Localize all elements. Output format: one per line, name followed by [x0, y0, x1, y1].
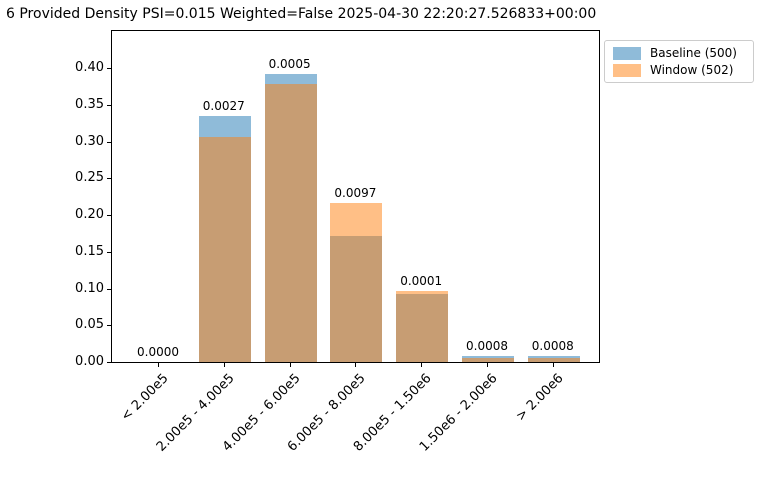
x-tick-mark — [355, 363, 357, 367]
bar-annotation: 0.0097 — [334, 186, 377, 200]
y-tick-label: 0.20 — [75, 207, 104, 223]
window-bar — [264, 84, 317, 362]
bar-annotation: 0.0001 — [400, 274, 443, 288]
window-bar — [396, 291, 449, 362]
x-tick-label: 4.00e5 - 6.00e5 — [219, 371, 304, 455]
y-tick-mark — [107, 104, 111, 106]
legend-swatch-window — [613, 63, 641, 77]
window-bar — [198, 137, 251, 362]
x-tick-mark — [421, 363, 423, 367]
chart-title: 6 Provided Density PSI=0.015 Weighted=Fa… — [6, 6, 597, 22]
y-tick-label: 0.25 — [75, 170, 104, 186]
y-tick-mark — [107, 178, 111, 180]
y-tick-mark — [107, 141, 111, 143]
bar-annotation: 0.0008 — [466, 339, 508, 353]
x-tick-mark — [158, 363, 159, 367]
y-tick-label: 0.00 — [75, 354, 104, 369]
x-tick-mark — [552, 363, 554, 367]
y-tick-mark — [107, 215, 111, 217]
window-bar — [462, 358, 514, 362]
y-tick-label: 0.30 — [75, 133, 104, 149]
legend-label: Window (502) — [650, 63, 734, 77]
y-tick-mark — [107, 251, 111, 253]
y-tick-mark — [107, 362, 111, 363]
x-tick-label: > 2.00e6 — [513, 371, 567, 425]
x-tick-mark — [223, 363, 225, 367]
bar-annotation: 0.0008 — [531, 339, 574, 353]
x-tick-label: < 2.00e5 — [118, 371, 172, 425]
legend-item: Baseline (500) — [613, 46, 745, 60]
x-tick-label: 8.00e5 - 1.50e6 — [351, 371, 435, 455]
y-tick-mark — [107, 68, 111, 70]
chart-figure: 6 Provided Density PSI=0.015 Weighted=Fa… — [6, 6, 754, 455]
bar-annotation: 0.0027 — [202, 99, 245, 113]
bar-annotation: 0.0000 — [137, 345, 179, 359]
y-tick-label: 0.15 — [75, 243, 104, 259]
plot-area — [111, 30, 600, 363]
y-tick-label: 0.10 — [75, 280, 104, 296]
x-tick-label: 6.00e5 - 8.00e5 — [285, 371, 369, 455]
x-tick-mark — [487, 363, 488, 367]
bar-annotation: 0.0005 — [268, 57, 311, 71]
x-tick-label: 1.50e6 - 2.00e6 — [416, 371, 501, 455]
legend-label: Baseline (500) — [650, 46, 737, 60]
y-tick-label: 0.40 — [75, 60, 104, 76]
y-tick-label: 0.05 — [75, 317, 104, 333]
y-tick-mark — [107, 288, 111, 290]
window-bar — [527, 358, 580, 362]
x-tick-mark — [289, 363, 291, 367]
x-tick-label: 2.00e5 - 4.00e5 — [153, 371, 238, 455]
legend: Baseline (500) Window (502) — [604, 40, 754, 83]
y-tick-mark — [107, 325, 111, 327]
legend-swatch-baseline — [613, 46, 641, 60]
y-tick-label: 0.35 — [75, 96, 104, 112]
legend-item: Window (502) — [613, 63, 745, 77]
window-bar — [330, 203, 383, 362]
